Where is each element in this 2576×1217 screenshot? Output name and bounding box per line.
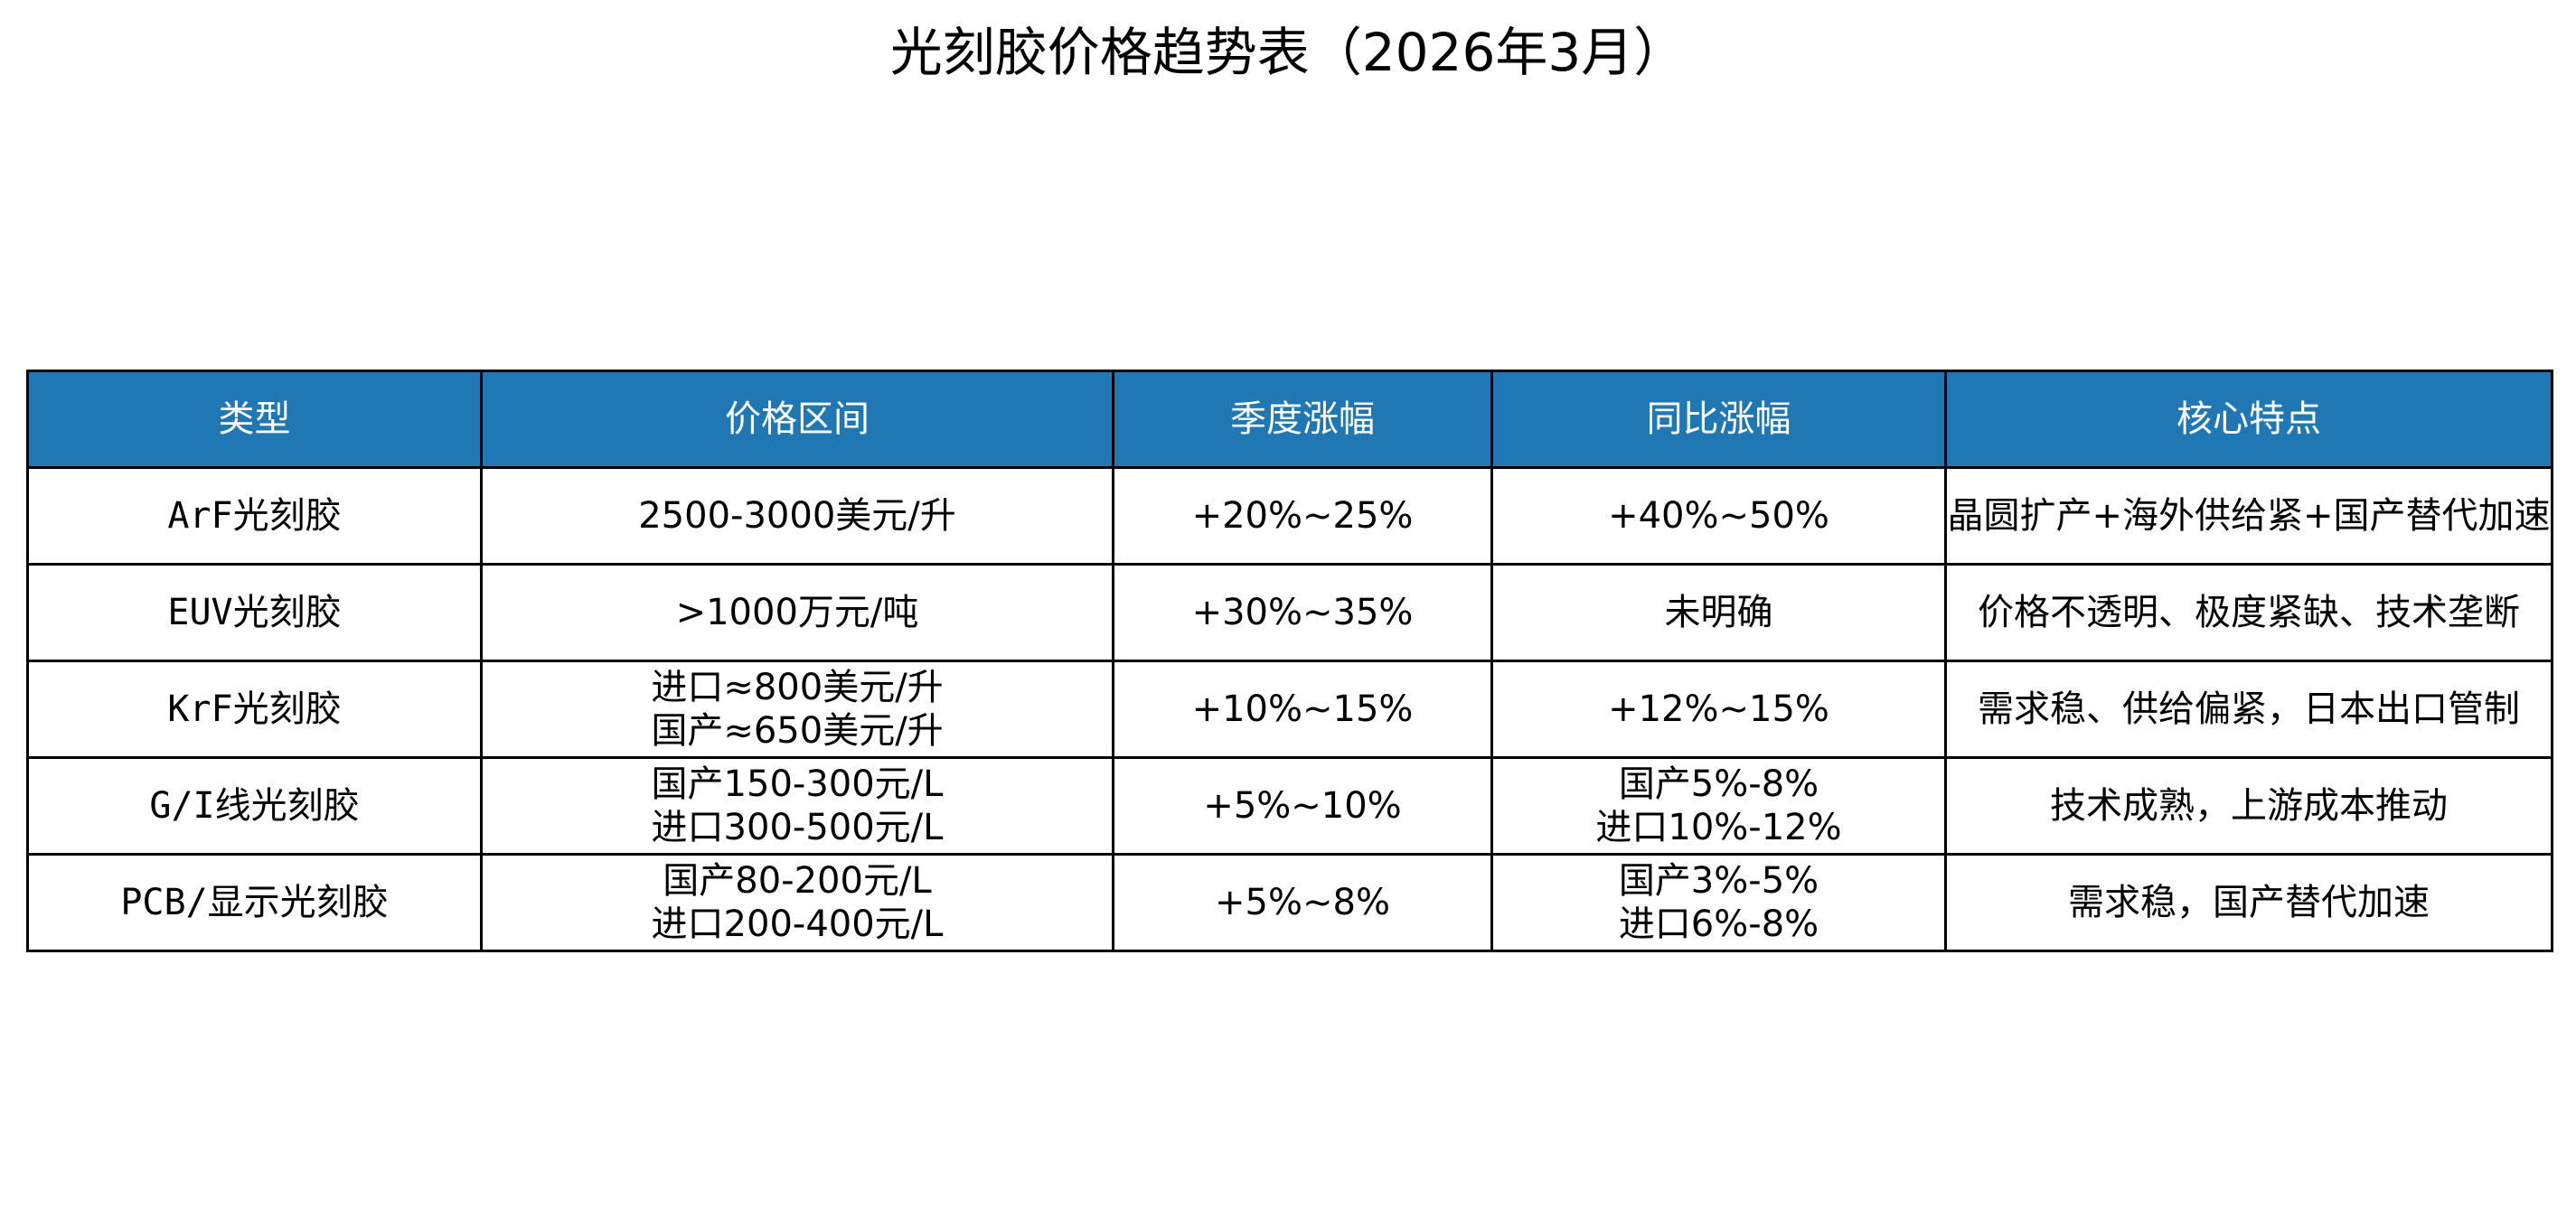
key-feature-cell: 晶圆扩产+海外供给紧+国产替代加速	[1944, 466, 2553, 566]
cell-line: +20%~25%	[1191, 495, 1414, 537]
cell-line: 进口≈800美元/升	[651, 667, 944, 708]
price-trend-table: 类型 价格区间 季度涨幅 同比涨幅 核心特点 ArF光刻胶 2500-3000美元…	[26, 370, 2553, 952]
type-cell: ArF光刻胶	[26, 466, 483, 566]
key-feature-cell: 技术成熟，上游成本推动	[1944, 756, 2553, 856]
table-header-row: 类型 价格区间 季度涨幅 同比涨幅 核心特点	[26, 370, 2553, 469]
cell-line: 未明确	[1664, 592, 1773, 633]
type-cell: PCB/显示光刻胶	[26, 853, 483, 952]
yoy-change-cell: 国产5%-8% 进口10%-12%	[1490, 756, 1947, 856]
price-range-cell: >1000万元/吨	[480, 563, 1114, 662]
yoy-change-cell: 未明确	[1490, 563, 1947, 662]
yoy-change-cell: +40%~50%	[1490, 466, 1947, 566]
cell-line: +5%~8%	[1215, 882, 1390, 923]
cell-line: 国产3%-5%	[1618, 860, 1819, 902]
key-feature-cell: 需求稳，国产替代加速	[1944, 853, 2553, 952]
price-range-cell: 2500-3000美元/升	[480, 466, 1114, 566]
quarterly-change-cell: +10%~15%	[1112, 660, 1493, 759]
cell-line: +12%~15%	[1608, 688, 1829, 730]
yoy-change-cell: 国产3%-5% 进口6%-8%	[1490, 853, 1947, 952]
yoy-change-cell: +12%~15%	[1490, 660, 1947, 759]
table-row: ArF光刻胶 2500-3000美元/升 +20%~25% +40%~50% 晶圆扩产+…	[26, 466, 2553, 566]
column-header: 同比涨幅	[1490, 370, 1947, 469]
table-row: PCB/显示光刻胶 国产80-200元/L 进口200-400元/L +5%~8% 国产…	[26, 853, 2553, 952]
cell-line: 进口200-400元/L	[651, 903, 944, 945]
key-feature-cell: 需求稳、供给偏紧，日本出口管制	[1944, 660, 2553, 759]
cell-line: +30%~35%	[1191, 592, 1414, 633]
price-range-cell: 国产80-200元/L 进口200-400元/L	[480, 853, 1114, 952]
quarterly-change-cell: +5%~8%	[1112, 853, 1493, 952]
cell-line: +5%~10%	[1203, 785, 1402, 827]
table-row: EUV光刻胶 >1000万元/吨 +30%~35% 未明确 价格不透明、极度紧缺、技术垄…	[26, 563, 2553, 662]
column-header: 价格区间	[480, 370, 1114, 469]
column-header: 类型	[26, 370, 483, 469]
table-row: G/I线光刻胶 国产150-300元/L 进口300-500元/L +5%~10% 国产…	[26, 756, 2553, 856]
type-cell: G/I线光刻胶	[26, 756, 483, 856]
cell-line: 国产≈650美元/升	[651, 710, 944, 752]
cell-line: +10%~15%	[1191, 688, 1414, 730]
quarterly-change-cell: +5%~10%	[1112, 756, 1493, 856]
cell-line: 进口300-500元/L	[651, 807, 944, 848]
cell-line: 国产150-300元/L	[651, 763, 944, 805]
cell-line: 进口6%-8%	[1618, 903, 1819, 945]
type-cell: KrF光刻胶	[26, 660, 483, 759]
column-header: 核心特点	[1944, 370, 2553, 469]
cell-line: 2500-3000美元/升	[638, 495, 956, 537]
cell-line: 进口10%-12%	[1595, 807, 1842, 848]
cell-line: >1000万元/吨	[675, 592, 919, 633]
key-feature-cell: 价格不透明、极度紧缺、技术垄断	[1944, 563, 2553, 662]
price-range-cell: 国产150-300元/L 进口300-500元/L	[480, 756, 1114, 856]
chart-title: 光刻胶价格趋势表（2026年3月）	[889, 22, 1687, 83]
cell-line: 国产80-200元/L	[663, 860, 932, 902]
table-row: KrF光刻胶 进口≈800美元/升 国产≈650美元/升 +10%~15% +12%~1…	[26, 660, 2553, 759]
price-range-cell: 进口≈800美元/升 国产≈650美元/升	[480, 660, 1114, 759]
quarterly-change-cell: +20%~25%	[1112, 466, 1493, 566]
column-header: 季度涨幅	[1112, 370, 1493, 469]
type-cell: EUV光刻胶	[26, 563, 483, 662]
cell-line: +40%~50%	[1608, 495, 1829, 537]
quarterly-change-cell: +30%~35%	[1112, 563, 1493, 662]
cell-line: 国产5%-8%	[1618, 763, 1819, 805]
